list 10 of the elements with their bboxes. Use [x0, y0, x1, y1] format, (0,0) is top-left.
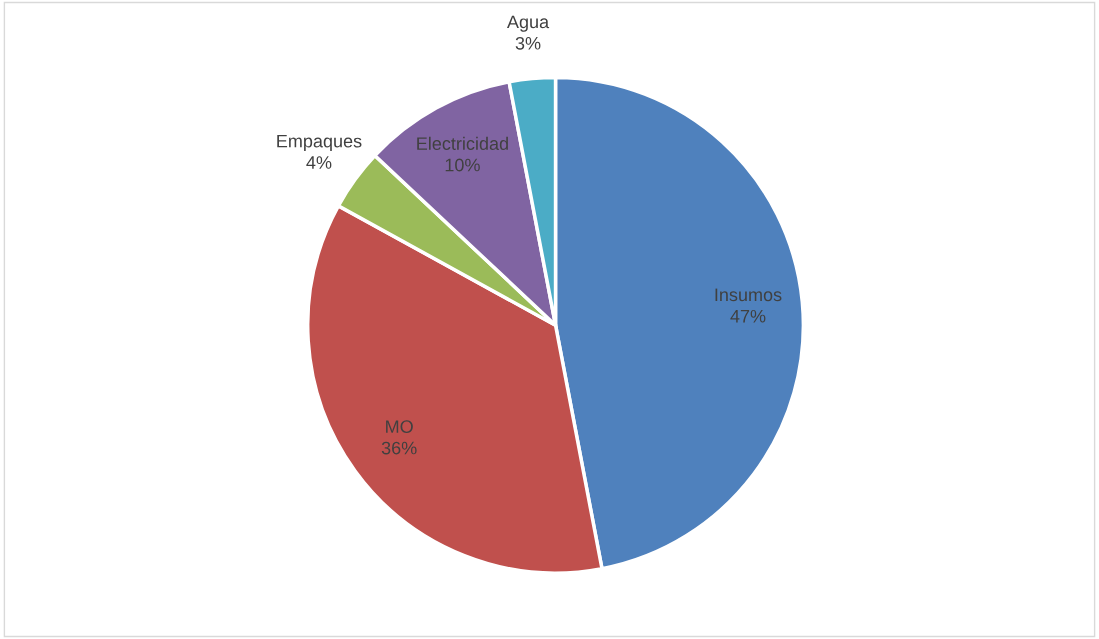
- slice-label: MO: [386, 420, 413, 434]
- slice-label: Insumos: [715, 288, 782, 302]
- slice-label: Agua: [506, 15, 550, 32]
- data-label: 3%: [515, 36, 541, 50]
- data-label: 47%: [730, 309, 766, 323]
- data-label: 4%: [306, 156, 332, 169]
- slice-label: Electricidad: [417, 136, 508, 150]
- data-label: 36%: [381, 441, 417, 455]
- slice-label: Empaques: [277, 134, 362, 152]
- data-label: 10%: [445, 158, 480, 172]
